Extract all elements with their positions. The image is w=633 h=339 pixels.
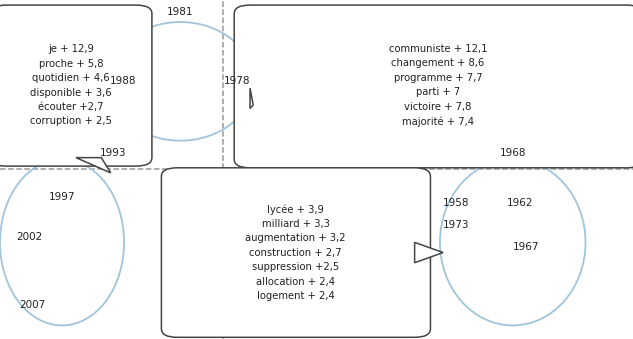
Text: 1962: 1962 bbox=[506, 198, 533, 208]
Polygon shape bbox=[415, 242, 443, 263]
Text: 1968: 1968 bbox=[499, 148, 526, 158]
Text: 1973: 1973 bbox=[443, 220, 470, 231]
Text: 1997: 1997 bbox=[49, 192, 75, 202]
Polygon shape bbox=[250, 88, 253, 108]
Text: communiste + 12,1
changement + 8,6
programme + 7,7
parti + 7
victoire + 7,8
majo: communiste + 12,1 changement + 8,6 progr… bbox=[389, 44, 487, 127]
Polygon shape bbox=[76, 158, 111, 173]
FancyBboxPatch shape bbox=[0, 5, 152, 166]
Text: 1993: 1993 bbox=[100, 148, 127, 158]
Text: 1978: 1978 bbox=[224, 76, 251, 86]
FancyBboxPatch shape bbox=[234, 5, 633, 168]
Text: lycée + 3,9
milliard + 3,3
augmentation + 3,2
construction + 2,7
suppression +2,: lycée + 3,9 milliard + 3,3 augmentation … bbox=[246, 204, 346, 301]
Text: 2002: 2002 bbox=[16, 232, 42, 242]
Text: 1988: 1988 bbox=[110, 76, 137, 86]
Text: je + 12,9
proche + 5,8
quotidien + 4,6
disponible + 3,6
écouter +2,7
corruption : je + 12,9 proche + 5,8 quotidien + 4,6 d… bbox=[30, 44, 112, 126]
FancyBboxPatch shape bbox=[161, 168, 430, 337]
Text: 1967: 1967 bbox=[513, 242, 539, 253]
Text: 1958: 1958 bbox=[443, 198, 470, 208]
Text: 2007: 2007 bbox=[19, 300, 45, 310]
Text: 1981: 1981 bbox=[167, 7, 194, 17]
